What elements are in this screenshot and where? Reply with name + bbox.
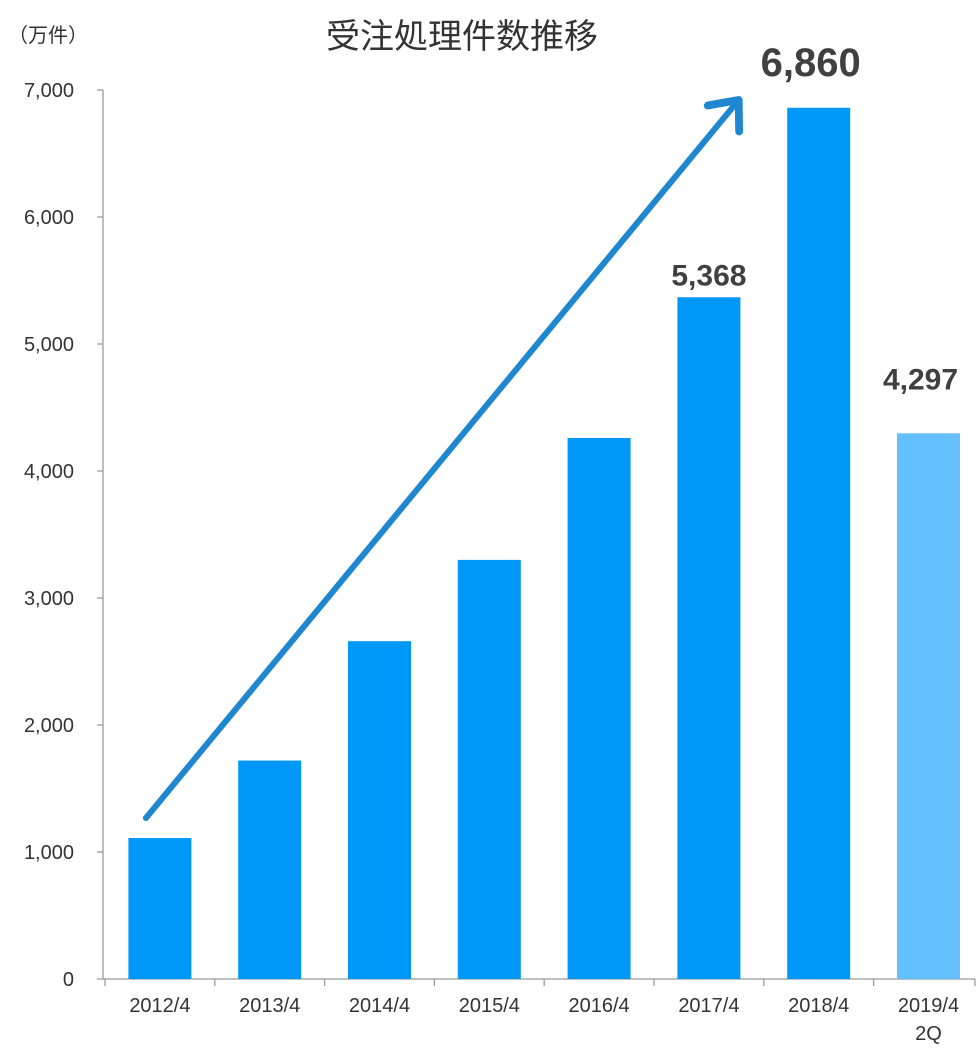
y-tick-label: 0	[63, 969, 74, 991]
y-tick-label: 4,000	[24, 461, 74, 483]
x-tick-label: 2019/4 2Q	[898, 995, 959, 1045]
y-tick-label: 3,000	[24, 588, 74, 610]
bar	[238, 760, 302, 979]
x-axis: 2012/4 2013/4 2014/4 2015/4 2016/4 2017/4 2018…	[103, 978, 976, 1045]
bar	[897, 433, 960, 979]
trend-arrow	[142, 100, 739, 822]
chart-title: 受注処理件数推移	[326, 17, 598, 57]
y-tick-label: 2,000	[24, 715, 74, 737]
data-label: 6,860	[761, 41, 861, 85]
data-label: 5,368	[671, 259, 746, 292]
bar	[677, 297, 741, 979]
y-tick-label: 6,000	[24, 207, 74, 229]
bar	[128, 838, 192, 979]
bar	[348, 641, 411, 979]
data-label: 4,297	[883, 363, 958, 396]
y-tick-label: 1,000	[24, 842, 74, 864]
bar	[567, 437, 631, 980]
x-tick-label: 2016/4	[569, 995, 630, 1017]
y-tick-label: 7,000	[24, 80, 74, 102]
y-axis: 0 1,000 2,000 3,000 4,000 5,000 6,000 7,000	[24, 80, 104, 991]
x-tick-label: 2018/4	[788, 995, 849, 1017]
bar	[787, 107, 851, 979]
data-labels: 5,368 6,860 4,297	[671, 41, 958, 397]
y-axis-unit-label: （万件）	[8, 23, 88, 47]
trend-arrow-group	[142, 100, 739, 822]
bar-series	[128, 107, 960, 980]
x-tick-label: 2017/4	[678, 995, 739, 1017]
x-tick-label: 2012/4	[129, 995, 190, 1017]
y-tick-label: 5,000	[24, 334, 74, 356]
x-tick-label: 2015/4	[459, 995, 520, 1017]
x-tick-label: 2013/4	[239, 995, 300, 1017]
x-tick-label: 2014/4	[349, 995, 410, 1017]
bar	[457, 559, 521, 979]
